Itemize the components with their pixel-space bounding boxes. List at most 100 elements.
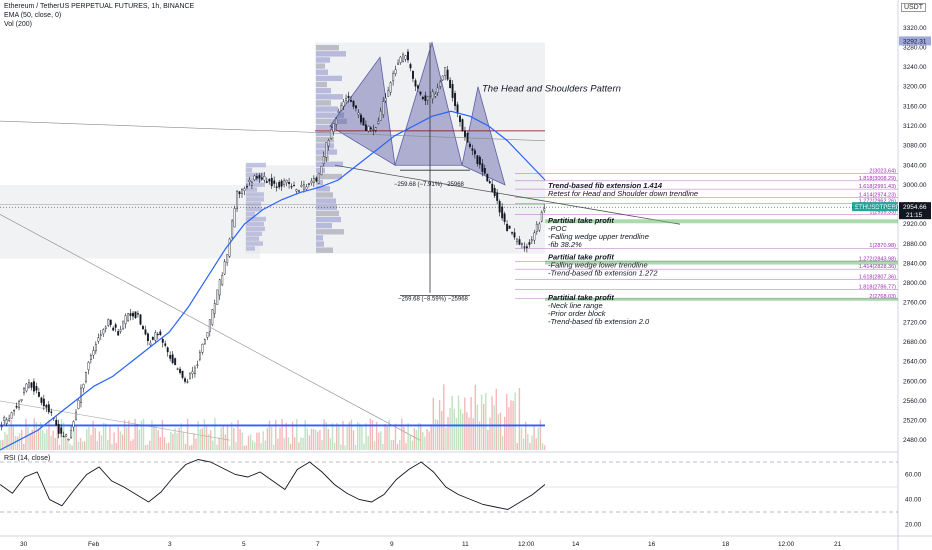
volume-bar xyxy=(346,424,348,450)
volume-bar xyxy=(243,445,245,450)
volume-bar xyxy=(220,427,222,450)
fib-level-label: 1(2939.33) xyxy=(869,210,896,216)
volume-bar xyxy=(90,434,92,450)
volume-bar xyxy=(107,439,109,450)
candle-body xyxy=(117,331,120,336)
volume-bar xyxy=(537,427,539,450)
volume-bar xyxy=(424,436,426,450)
volume-bar xyxy=(409,434,411,450)
volume-bar xyxy=(470,396,472,450)
candle-body xyxy=(389,82,392,93)
candle-body xyxy=(42,398,45,407)
volume-profile-bar xyxy=(246,236,259,241)
volume-bar xyxy=(325,421,327,450)
candle-body xyxy=(231,220,234,238)
candle-body xyxy=(288,182,291,185)
volume-bar xyxy=(361,424,363,450)
volume-bar xyxy=(365,423,367,450)
volume-bar xyxy=(466,412,468,450)
candle-body xyxy=(275,186,278,188)
volume-bar xyxy=(0,440,2,450)
volume-bar xyxy=(140,420,143,450)
candle-body xyxy=(40,397,43,403)
volume-bar xyxy=(23,443,25,450)
volume-bar xyxy=(464,397,466,450)
candle-body xyxy=(161,338,164,343)
volume-bar xyxy=(480,394,483,450)
volume-bar xyxy=(42,430,44,450)
candle-body xyxy=(431,91,434,100)
candle-body xyxy=(77,400,80,409)
currency-badge[interactable]: USDT xyxy=(900,3,926,12)
candle-body xyxy=(0,425,3,428)
candle-body xyxy=(303,184,305,190)
volume-profile-bar xyxy=(316,210,339,217)
volume-bar xyxy=(16,436,19,450)
candle-body xyxy=(471,148,474,151)
volume-bar xyxy=(399,439,401,450)
volume-profile-bar xyxy=(246,197,264,202)
volume-profile-bar xyxy=(316,198,336,204)
volume-profile-bar xyxy=(316,130,330,137)
volume-bar xyxy=(302,437,304,450)
price-tick: 2840.00 xyxy=(903,260,927,267)
candle-body xyxy=(506,223,509,232)
candle-body xyxy=(407,51,409,61)
volume-bar xyxy=(371,420,374,450)
volume-bar xyxy=(350,419,353,450)
volume-bar xyxy=(186,418,189,450)
candle-body xyxy=(369,127,372,130)
candle-body xyxy=(221,275,224,285)
volume-bar xyxy=(499,412,502,450)
candle-body xyxy=(317,173,320,184)
candle-body xyxy=(251,182,253,186)
volume-profile-bar xyxy=(316,216,341,223)
volume-bar xyxy=(445,427,447,450)
volume-bar xyxy=(180,423,182,450)
current-price-badge xyxy=(899,202,931,220)
volume-bar xyxy=(233,428,235,450)
volume-profile-bar xyxy=(316,241,324,247)
candle-body xyxy=(166,347,169,353)
volume-bar xyxy=(291,421,294,450)
rsi-tick: 40.00 xyxy=(905,497,922,504)
fib-level-label: 1.818(2786.77) xyxy=(859,285,896,291)
volume-bar xyxy=(69,444,71,450)
target-zone-2 xyxy=(545,260,898,265)
volume-bar xyxy=(367,436,369,450)
volume-bar xyxy=(132,439,134,450)
candle-body xyxy=(134,311,137,318)
volume-bar xyxy=(476,404,479,450)
volume-bar xyxy=(222,424,224,450)
volume-bar xyxy=(25,418,27,450)
candle-body xyxy=(186,381,189,383)
volume-bar xyxy=(210,430,212,450)
candle-body xyxy=(265,181,268,183)
candle-body xyxy=(501,206,504,219)
candle-body xyxy=(347,95,350,99)
volume-bar xyxy=(182,431,185,450)
price-tick: 3120.00 xyxy=(903,123,927,130)
fib-level-label: 1.414(2974.23) xyxy=(859,193,896,199)
candle-body xyxy=(55,419,58,426)
rsi-tick: 20.00 xyxy=(905,522,922,529)
candle-body xyxy=(285,180,288,183)
volume-profile-bar xyxy=(316,161,343,167)
candle-body xyxy=(290,186,293,188)
volume-bar xyxy=(516,443,518,450)
annotation-line: -POC xyxy=(548,224,567,233)
volume-profile-bar xyxy=(246,221,264,227)
candle-body xyxy=(203,339,206,345)
candle-body xyxy=(486,173,489,182)
candle-body xyxy=(469,143,471,147)
volume-bar xyxy=(268,420,271,450)
volume-bar xyxy=(413,427,416,450)
volume-bar xyxy=(493,405,495,450)
volume-bar xyxy=(193,433,195,450)
volume-bar xyxy=(270,427,273,450)
candle-body xyxy=(503,213,506,222)
annotation-line: -Trend-based fib extension 1.272 xyxy=(548,269,658,278)
chart-symbol-title: Ethereum / TetherUS PERPETUAL FUTURES, 1… xyxy=(4,3,195,10)
annotation-line: Partitial take profit xyxy=(548,253,614,262)
